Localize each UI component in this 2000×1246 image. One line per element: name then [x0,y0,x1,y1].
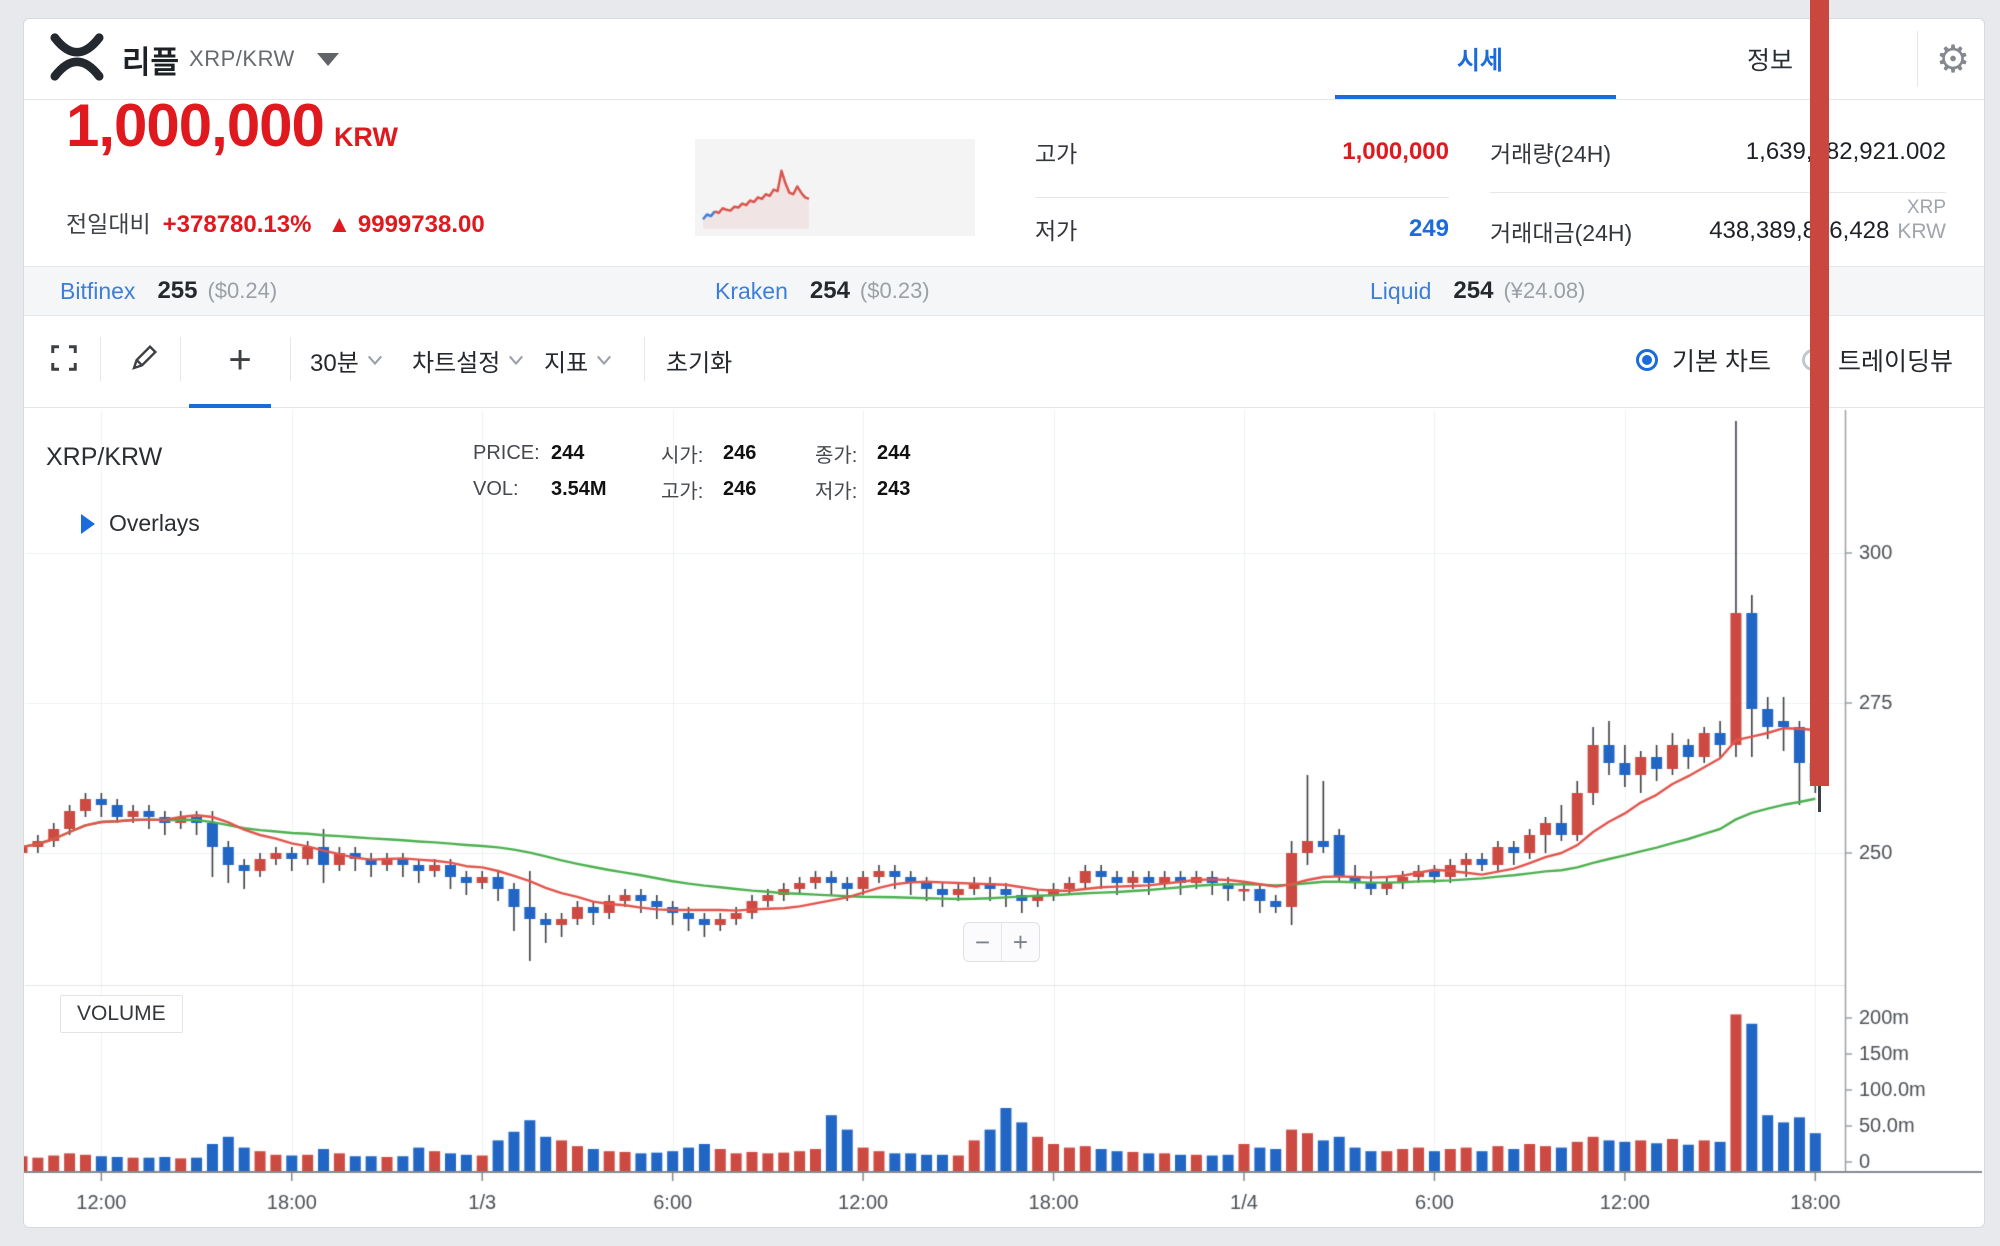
gear-icon[interactable]: ⚙ [1935,38,1971,81]
zoom-in-button[interactable]: + [1012,926,1029,957]
tab-price[interactable]: 시세 [1456,47,1503,75]
high-label: 고가 [1035,141,1078,167]
exchange-bitfinex[interactable]: Bitfinex 255 ($0.24) [60,277,278,304]
stat-divider-2 [1490,192,1946,193]
chart-type-basic-radio[interactable]: 기본 차트 [1636,326,1771,394]
toolbar-separator [644,337,645,381]
current-price: 1,000,000 KRW [66,91,398,160]
change-amount: ▲ 9999738.00 [327,211,485,238]
interval-dropdown[interactable]: 30분 [310,326,383,394]
fullscreen-icon [49,343,79,378]
stat-volume: 거래량(24H) 1,639,782,921.002 [1490,134,1946,170]
overlays-toggle[interactable]: Overlays [81,510,200,537]
mega-candle-bar [1810,0,1829,786]
chevron-down-icon [367,355,382,366]
zoom-out-button[interactable]: − [964,923,1002,961]
toolbar-separator [100,337,101,381]
volume-panel-label: VOLUME [60,995,183,1033]
radio-selected-icon [1636,349,1658,371]
change-percent: +378780.13% [162,211,312,238]
tab-info[interactable]: 정보 [1746,47,1793,75]
pair-selector[interactable]: 리플 XRP/KRW [48,19,339,99]
exchange-strip [24,266,1984,316]
market-card: 리플 XRP/KRW 시세 정보 ⚙ 1,000,000 KRW 전일대비 +3… [23,18,1985,1228]
pair-dropdown-icon[interactable] [316,52,339,66]
active-tab-indicator [1335,95,1616,99]
toolbar-active-indicator [189,404,271,408]
crosshair-add-button[interactable]: + [199,326,281,394]
low-label: 저가 [1035,218,1078,244]
header-divider [1917,31,1918,87]
stat-high: 고가 1,000,000 [1035,134,1449,170]
volume24h-label: 거래량(24H) [1490,141,1611,167]
exchange-liquid[interactable]: Liquid 254 (¥24.08) [1370,277,1586,304]
turnover-value: 438,389,826,428 KRW [1709,217,1946,244]
current-price-value: 1,000,000 [66,92,325,159]
zoom-controls: − + [963,922,1040,962]
chevron-down-icon [509,355,524,366]
turnover-unit: KRW [1897,220,1946,243]
indicators-dropdown[interactable]: 지표 [544,326,612,394]
sparkline-canvas [695,139,975,236]
up-arrow-icon: ▲ [327,211,352,238]
fullscreen-button[interactable] [40,326,88,394]
stat-turnover: 거래대금(24H) 438,389,826,428 KRW [1490,213,1990,249]
turnover-label: 거래대금(24H) [1490,220,1633,246]
mega-candle-wick [1818,786,1821,812]
chart-pair-label: XRP/KRW [46,443,163,471]
header: 리플 XRP/KRW 시세 정보 ⚙ [24,19,1984,100]
toolbar-separator [180,337,181,381]
exchange-kraken[interactable]: Kraken 254 ($0.23) [715,277,930,304]
main-chart-canvas[interactable] [24,407,1984,1227]
stat-divider-1 [1035,197,1449,198]
change-label: 전일대비 [66,211,151,237]
chevron-down-icon [597,355,612,366]
volume24h-unit: XRP [1906,197,1946,218]
coin-pair: XRP/KRW [189,46,295,71]
low-value: 249 [1408,215,1449,242]
high-value: 1,000,000 [1342,138,1449,165]
stat-low: 저가 249 [1035,211,1449,247]
chart-info-legend: PRICE: 244 시가: 246 종가: 244 VOL: 3.54M 고가: 246… [473,442,911,503]
play-icon [81,513,95,534]
xrp-logo-icon [48,30,106,89]
pencil-icon [128,342,160,379]
toolbar-separator [290,337,291,381]
current-price-unit: KRW [333,122,398,152]
draw-button[interactable] [120,326,168,394]
plus-icon: + [228,338,252,382]
volume24h-value: 1,639,782,921.002 [1745,138,1946,165]
chart-settings-dropdown[interactable]: 차트설정 [412,326,524,394]
price-change-row: 전일대비 +378780.13% ▲ 9999738.00 [66,205,485,239]
coin-name: 리플 [122,44,180,80]
reset-button[interactable]: 초기화 [666,349,733,377]
